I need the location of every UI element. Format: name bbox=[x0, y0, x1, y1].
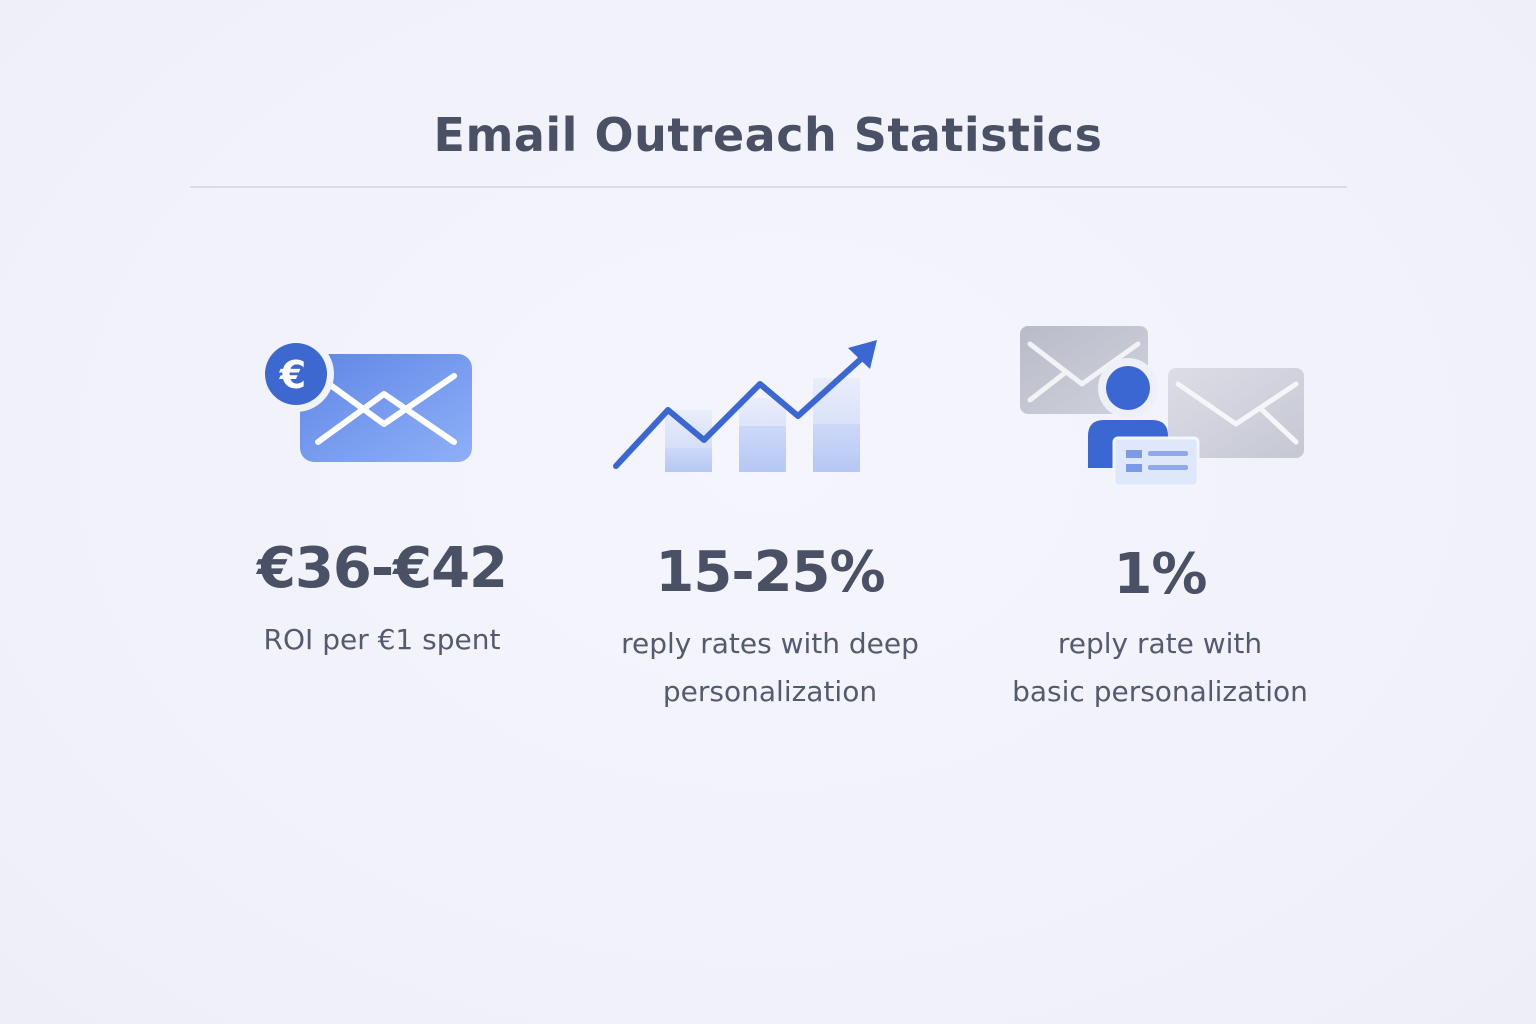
caption-line: basic personalization bbox=[1012, 675, 1308, 708]
svg-text:€: € bbox=[279, 353, 306, 397]
caption-line: reply rates with deep bbox=[621, 627, 919, 660]
caption-line: reply rate with bbox=[1057, 627, 1263, 660]
page-title: Email Outreach Statistics bbox=[433, 108, 1103, 162]
stat-value-roi: €36-€42 bbox=[256, 536, 508, 601]
trend-up-chart-icon bbox=[610, 338, 900, 492]
stat-caption-basic: reply rate with basic personalization bbox=[990, 620, 1330, 716]
stat-value-deep: 15-25% bbox=[655, 540, 885, 605]
person-emails-icon bbox=[1018, 324, 1310, 498]
title-divider bbox=[190, 186, 1347, 188]
stat-caption-deep: reply rates with deep personalization bbox=[590, 620, 950, 716]
stat-value-basic: 1% bbox=[1113, 542, 1207, 607]
stat-card-basic-personalization: 1% reply rate with basic personalization bbox=[990, 300, 1330, 720]
stat-card-roi: € €36-€42 ROI per €1 spent bbox=[232, 300, 532, 720]
caption-line: ROI per €1 spent bbox=[263, 623, 501, 656]
euro-envelope-icon: € bbox=[258, 336, 482, 484]
stat-caption-roi: ROI per €1 spent bbox=[232, 616, 532, 664]
stat-card-deep-personalization: 15-25% reply rates with deep personaliza… bbox=[590, 300, 950, 720]
caption-line: personalization bbox=[662, 675, 878, 708]
